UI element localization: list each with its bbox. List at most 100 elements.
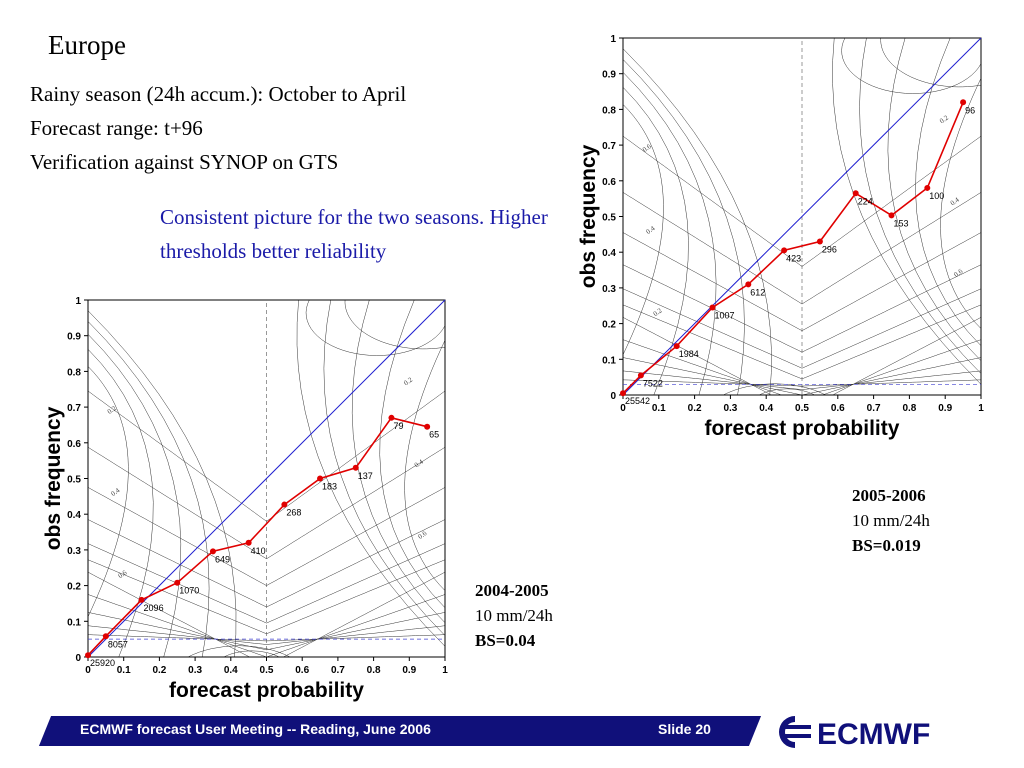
contour-line: [379, 300, 445, 608]
y-tick-label: 0.6: [602, 177, 616, 188]
x-axis-label: forecast probability: [705, 417, 900, 440]
reliability-series-line: [87, 416, 428, 656]
sample-count-label: 296: [822, 244, 837, 254]
x-tick-label: 0.3: [723, 403, 737, 414]
x-tick-label: 0.1: [652, 403, 666, 414]
y-tick-label: 0: [610, 391, 616, 402]
sample-count-label: 410: [251, 546, 266, 556]
x-tick-label: 0.6: [831, 403, 845, 414]
reliability-point: [174, 579, 181, 586]
contour-line: [88, 446, 445, 560]
y-tick-label: 0.3: [602, 284, 616, 295]
contour-line: [88, 366, 129, 618]
reliability-point: [781, 247, 788, 254]
sample-count-label: 268: [286, 508, 301, 518]
reliability-chart-2004: 0.2 0.4 0.6 0.2 0.4 0.6 00 0.1 0.1 0.2 0.2 0.3 0.3 0.…: [42, 296, 448, 702]
y-axis-label: obs frequency: [577, 144, 600, 288]
reliability-point: [816, 238, 823, 245]
contour-label: 0.4: [645, 224, 657, 236]
x-tick-label: 0.2: [152, 665, 166, 676]
contour-line: [88, 349, 154, 657]
y-tick-label: 0.5: [602, 213, 616, 224]
ecmwf-logo: ECMWF: [779, 716, 930, 751]
caption-2004: 2004-2005 10 mm/24h BS=0.04: [475, 578, 553, 653]
contour-line: [623, 339, 981, 395]
contour-line: [88, 625, 445, 645]
contour-line: [404, 339, 445, 591]
contour-line: [915, 38, 981, 346]
reliability-point: [709, 304, 716, 311]
contour-label: 0.6: [641, 142, 653, 154]
contour-line: [223, 650, 280, 657]
y-tick-label: 0.2: [67, 582, 81, 593]
x-tick-label: 0.8: [902, 403, 916, 414]
reliability-point: [85, 652, 91, 659]
contour-line: [758, 388, 816, 395]
note-text: Consistent picture for the two seasons. …: [160, 205, 548, 263]
sample-count-label: 183: [322, 482, 337, 492]
reliability-point: [637, 372, 644, 379]
sample-count-label: 8057: [108, 639, 128, 649]
contour-line: [88, 310, 237, 657]
contour-line: [841, 38, 981, 94]
reliability-point: [138, 596, 145, 603]
contour-line: [832, 38, 981, 385]
caption-2005-threshold: 10 mm/24h: [852, 511, 930, 530]
info-line-range: Forecast range: t+96: [30, 116, 203, 140]
ecmwf-logo-text: ECMWF: [817, 718, 930, 751]
contour-line: [887, 38, 981, 361]
reliability-point: [673, 343, 680, 350]
x-tick-label: 0: [85, 665, 91, 676]
info-line-season: Rainy season (24h accum.): October to Ap…: [30, 82, 407, 106]
contour-line: [859, 38, 981, 374]
sample-count-label: 224: [858, 196, 873, 206]
reliability-point: [245, 539, 252, 546]
contour-line: [88, 571, 445, 657]
y-tick-label: 0: [75, 653, 81, 664]
y-tick-label: 0.6: [67, 439, 81, 450]
reliability-point: [960, 99, 967, 106]
y-tick-label: 0.1: [67, 617, 81, 628]
contour-line: [296, 300, 445, 647]
y-axis-label: obs frequency: [42, 406, 65, 550]
contour-line: [305, 300, 445, 356]
x-tick-label: 1: [442, 665, 448, 676]
contour-label: 0.2: [402, 375, 414, 387]
x-tick-label: 0.3: [188, 665, 202, 676]
contour-label: 0.2: [652, 306, 664, 318]
x-tick-label: 1: [978, 403, 984, 414]
x-tick-label: 0.5: [795, 403, 809, 414]
sample-count-label: 1984: [679, 349, 699, 359]
reliability-point: [620, 390, 626, 397]
x-tick-label: 0.1: [117, 665, 131, 676]
contour-line: [623, 59, 745, 395]
x-axis-label: forecast probability: [169, 679, 364, 702]
contour-line: [623, 72, 717, 395]
y-tick-label: 0.3: [67, 546, 81, 557]
footer-text: ECMWF forecast User Meeting -- Reading, …: [80, 721, 431, 737]
contour-line: [351, 300, 445, 623]
x-tick-label: 0.4: [224, 665, 238, 676]
slide-title: Europe: [48, 30, 126, 60]
y-tick-label: 0.4: [602, 248, 616, 259]
slide-number: Slide 20: [658, 721, 711, 737]
reliability-point: [317, 475, 324, 482]
contour-line: [880, 38, 981, 88]
contour-line: [723, 383, 826, 395]
sample-count-label: 137: [358, 471, 373, 481]
sample-count-label: 7522: [643, 378, 663, 388]
x-tick-label: 0.8: [367, 665, 381, 676]
caption-2005-season: 2005-2006: [852, 486, 926, 505]
y-tick-label: 0.9: [67, 332, 81, 343]
caption-2004-season: 2004-2005: [475, 581, 549, 600]
contour-line: [88, 334, 182, 657]
caption-2004-threshold: 10 mm/24h: [475, 606, 553, 625]
sample-count-label: 65: [429, 430, 439, 440]
contour-label: 0.2: [106, 404, 118, 416]
info-line-verification: Verification against SYNOP on GTS: [30, 150, 339, 174]
reliability-point: [888, 212, 895, 219]
contour-line: [187, 645, 291, 657]
reliability-point: [102, 633, 109, 640]
caption-2005: 2005-2006 10 mm/24h BS=0.019: [852, 483, 930, 558]
y-tick-label: 1: [75, 296, 81, 307]
